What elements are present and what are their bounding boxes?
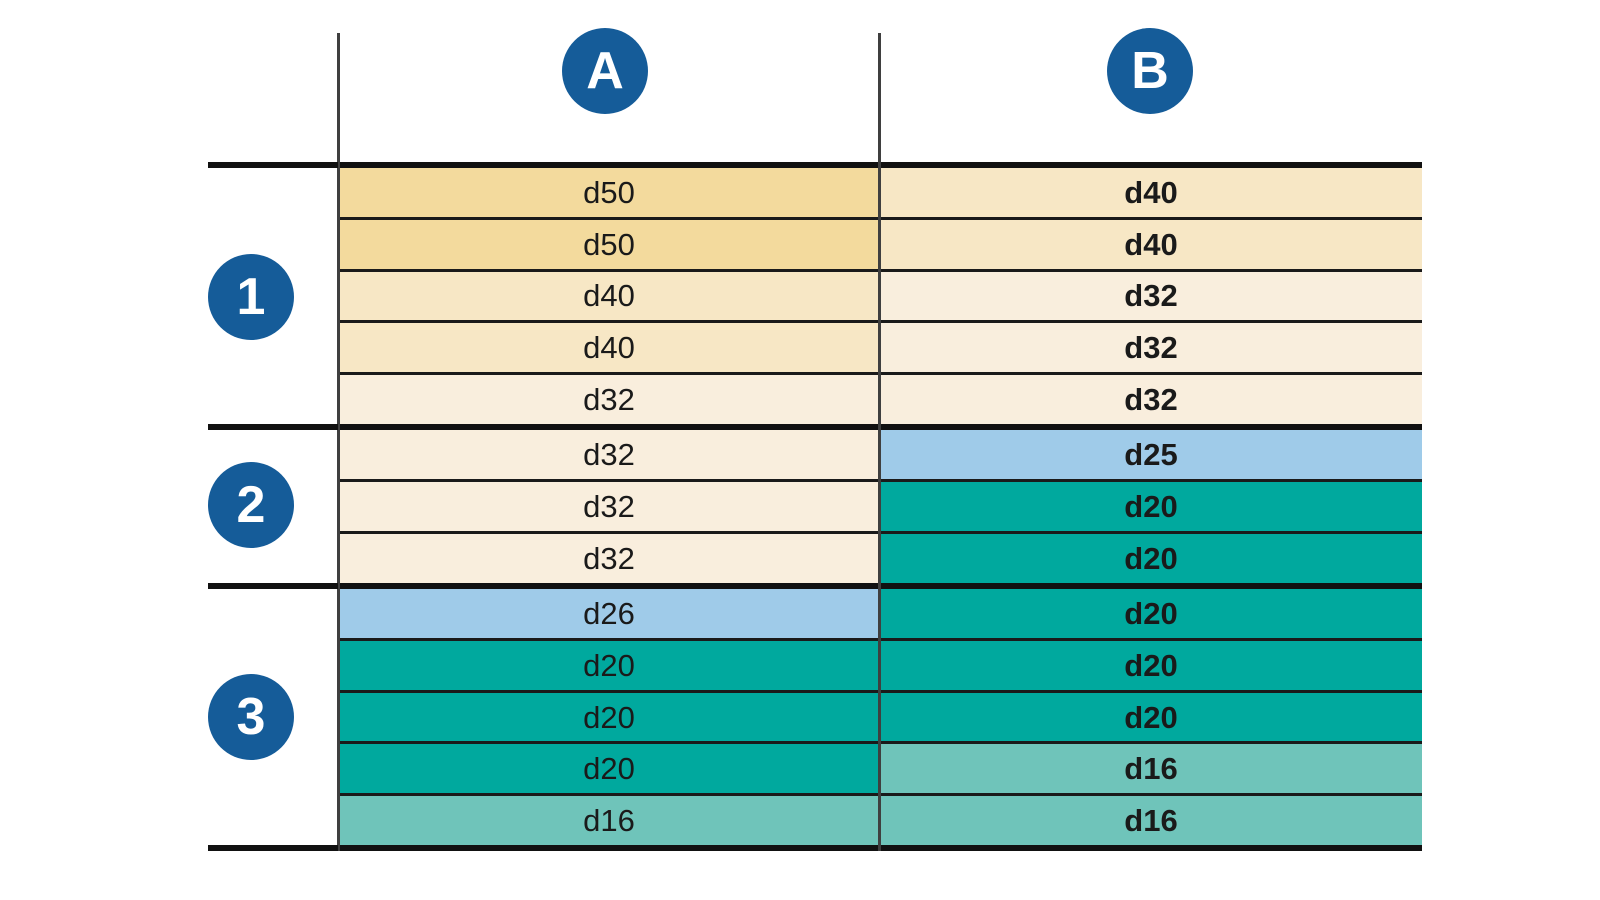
- group-3-label: 3: [236, 688, 266, 746]
- cell-column-a: d32: [338, 481, 880, 532]
- cell-column-b: d25: [880, 429, 1422, 479]
- cell-column-a: d40: [338, 271, 880, 321]
- table-row: d20 d20: [338, 637, 1422, 690]
- top-rule: [208, 162, 338, 168]
- group-1-badge: 1: [208, 254, 294, 340]
- cell-column-b: d20: [880, 481, 1422, 532]
- cell-column-b: d16: [880, 796, 1422, 845]
- cell-column-b: d32: [880, 375, 1422, 424]
- cell-column-b: d20: [880, 589, 1422, 638]
- table-row: d40 d32: [338, 320, 1422, 372]
- table-row: d50 d40: [338, 168, 1422, 217]
- table-row: d20 d16: [338, 741, 1422, 794]
- column-a-label: A: [586, 42, 624, 100]
- cell-column-a: d20: [338, 744, 880, 794]
- column-b-badge: B: [1107, 28, 1193, 114]
- column-a-badge: A: [562, 28, 648, 114]
- cell-column-b: d40: [880, 168, 1422, 217]
- cell-column-a: d32: [338, 429, 880, 479]
- cell-column-b: d20: [880, 640, 1422, 690]
- table-row: d26 d20: [338, 589, 1422, 638]
- group-1: d50 d40 d50 d40 d40 d32 d40 d32 d32 d32: [338, 168, 1422, 424]
- cell-column-b: d40: [880, 219, 1422, 269]
- column-a-left-divider: [337, 33, 340, 851]
- table-row: d32 d20: [338, 531, 1422, 584]
- cell-column-a: d26: [338, 589, 880, 638]
- group-2-rule: [208, 424, 338, 430]
- cell-column-b: d20: [880, 692, 1422, 742]
- column-a-b-divider: [878, 33, 881, 851]
- group-3-rule: [208, 583, 338, 589]
- cell-column-b: d16: [880, 744, 1422, 794]
- group-3-badge: 3: [208, 674, 294, 760]
- cell-column-a: d32: [338, 534, 880, 584]
- table-row: d20 d20: [338, 689, 1422, 742]
- table-row: d32 d25: [338, 429, 1422, 479]
- cell-column-b: d20: [880, 534, 1422, 584]
- cell-column-a: d32: [338, 375, 880, 424]
- cell-column-b: d32: [880, 271, 1422, 321]
- cell-column-a: d20: [338, 692, 880, 742]
- bottom-rule: [208, 845, 338, 851]
- group-1-label: 1: [236, 268, 266, 326]
- table-row: d32 d32: [338, 372, 1422, 424]
- cell-column-a: d16: [338, 796, 880, 845]
- cell-column-a: d50: [338, 219, 880, 269]
- cell-column-a: d20: [338, 640, 880, 690]
- cell-column-b: d32: [880, 323, 1422, 372]
- cell-column-a: d50: [338, 168, 880, 217]
- column-b-label: B: [1131, 42, 1169, 100]
- group-2-badge: 2: [208, 462, 294, 548]
- cell-column-a: d40: [338, 323, 880, 372]
- group-2-label: 2: [236, 476, 266, 534]
